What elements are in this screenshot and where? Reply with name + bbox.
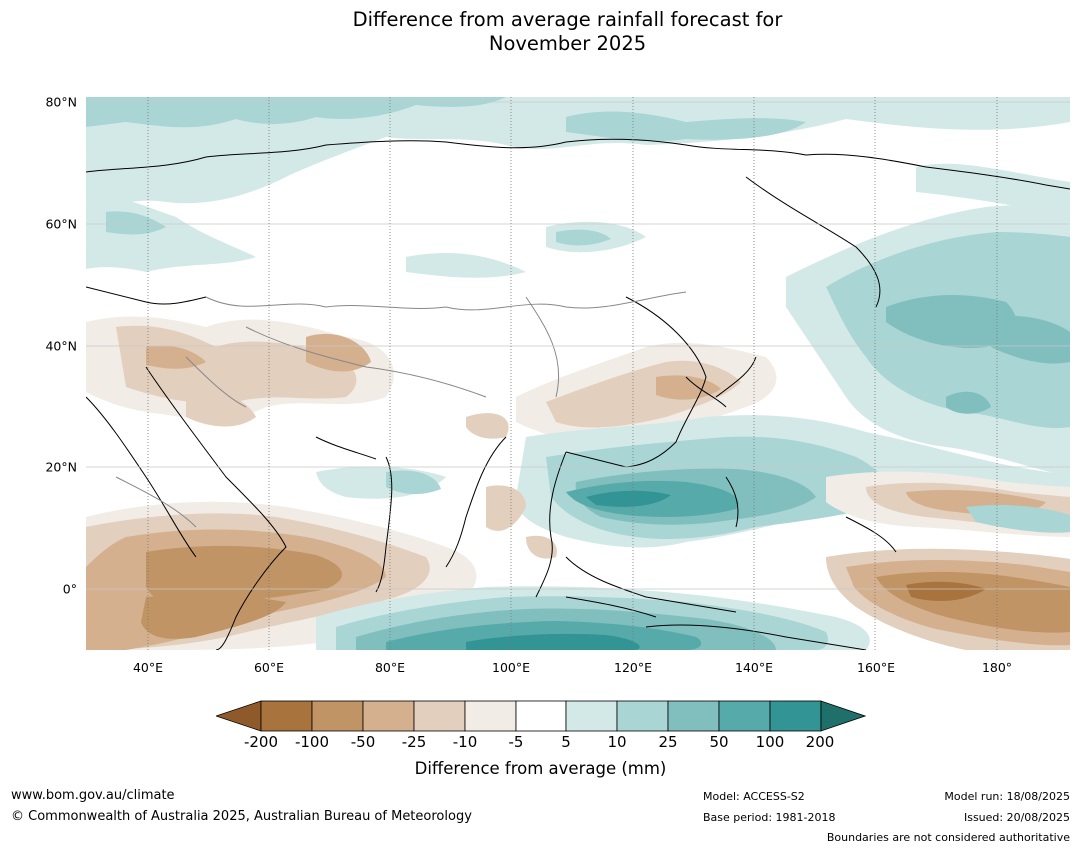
map-canvas xyxy=(86,97,1070,650)
colorbar-tick: 5 xyxy=(561,733,571,751)
colorbar-bin xyxy=(260,700,313,732)
colorbar-tick: -10 xyxy=(452,733,478,751)
copyright-text: © Commonwealth of Australia 2025, Austra… xyxy=(11,809,472,824)
colorbar-tick: -100 xyxy=(294,733,330,751)
colorbar-bin xyxy=(616,700,669,732)
colorbar-tick: 100 xyxy=(755,733,785,751)
lon-label-40e: 40°E xyxy=(132,660,164,675)
lat-label-80n: 80°N xyxy=(45,94,77,110)
map-title-line1: Difference from average rainfall forecas… xyxy=(352,8,783,31)
colorbar-bin xyxy=(667,700,720,732)
colorbar-bin xyxy=(565,700,618,732)
colorbar-bin xyxy=(362,700,415,732)
colorbar-tick: 25 xyxy=(658,733,678,751)
website-link[interactable]: www.bom.gov.au/climate xyxy=(11,788,175,803)
colorbar-tick: -5 xyxy=(508,733,524,751)
colorbar-tick: -25 xyxy=(401,733,427,751)
lat-label-60n: 60°N xyxy=(45,216,77,232)
map-title: Difference from average rainfall forecas… xyxy=(0,8,1081,56)
colorbar-tick: -200 xyxy=(243,733,279,751)
colorbar xyxy=(214,700,867,732)
lat-label-20n: 20°N xyxy=(45,459,77,475)
colorbar-tick: 10 xyxy=(607,733,627,751)
colorbar-bin xyxy=(311,700,364,732)
model-run-text: Model run: 18/08/2025 xyxy=(944,790,1070,803)
colorbar-bin xyxy=(515,700,567,732)
colorbar-tick: -50 xyxy=(350,733,376,751)
lon-label-120e: 120°E xyxy=(613,660,653,675)
colorbar-extend-high xyxy=(820,700,867,732)
model-text: Model: ACCESS-S2 xyxy=(703,790,805,803)
lon-label-160e: 160°E xyxy=(856,660,896,675)
colorbar-graphic xyxy=(214,700,867,732)
lat-label-40n: 40°N xyxy=(45,338,77,354)
colorbar-tick: 200 xyxy=(805,733,835,751)
colorbar-bin xyxy=(769,700,822,732)
map-title-line2: November 2025 xyxy=(488,32,647,55)
lon-label-140e: 140°E xyxy=(734,660,774,675)
colorbar-bin xyxy=(718,700,771,732)
colorbar-bin xyxy=(464,700,517,732)
lat-label-equator: 0° xyxy=(62,581,77,597)
issued-text: Issued: 20/08/2025 xyxy=(963,811,1070,824)
colorbar-extend-low xyxy=(214,700,262,732)
lon-label-60e: 60°E xyxy=(253,660,285,675)
rainfall-anomaly-map xyxy=(86,97,1070,650)
lon-label-180: 180° xyxy=(981,660,1013,675)
base-period-text: Base period: 1981-2018 xyxy=(703,811,836,824)
colorbar-bin xyxy=(413,700,466,732)
colorbar-tick: 50 xyxy=(709,733,729,751)
lon-label-80e: 80°E xyxy=(374,660,406,675)
lon-label-100e: 100°E xyxy=(491,660,531,675)
colorbar-label: Difference from average (mm) xyxy=(414,759,667,778)
disclaimer-text: Boundaries are not considered authoritat… xyxy=(826,831,1070,844)
